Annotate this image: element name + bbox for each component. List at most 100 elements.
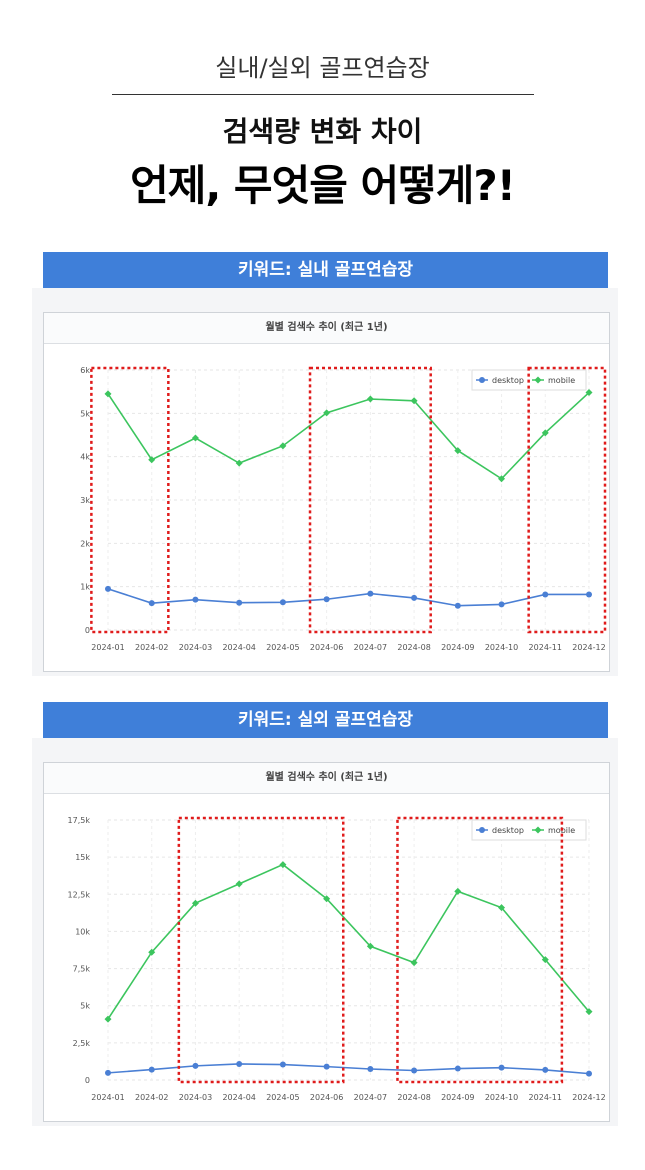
legend-label-desktop: desktop xyxy=(492,376,524,385)
data-point-desktop xyxy=(454,602,461,609)
data-point-desktop xyxy=(236,1060,243,1067)
y-tick-label: 6k xyxy=(80,366,90,375)
x-tick-label: 2024-11 xyxy=(529,1093,562,1102)
data-point-mobile xyxy=(323,895,331,903)
data-point-mobile xyxy=(366,942,374,950)
headline-title: 언제, 무엇을 어떻게?! xyxy=(130,161,516,210)
x-tick-label: 2024-02 xyxy=(135,1093,168,1102)
data-point-mobile xyxy=(454,887,462,895)
legend-marker-desktop xyxy=(479,827,485,833)
chart-card-indoor: 월별 검색수 추이 (최근 1년) 0 1k 2k 3k 4k 5k 6k 2024-01 20… xyxy=(43,312,610,672)
x-tick-label: 2024-07 xyxy=(354,643,387,652)
data-point-desktop xyxy=(148,1066,155,1073)
y-tick-label: 2k xyxy=(80,539,90,548)
x-tick-label: 2024-03 xyxy=(179,643,212,652)
legend-label-mobile: mobile xyxy=(548,376,575,385)
y-tick-label: 2,5k xyxy=(73,1039,91,1048)
data-point-mobile xyxy=(279,861,287,869)
data-point-desktop xyxy=(105,585,111,592)
data-point-desktop xyxy=(498,1064,505,1071)
legend-label-desktop: desktop xyxy=(492,826,524,835)
chart-card-outdoor: 월별 검색수 추이 (최근 1년) 0 2,5k 5k 7,5k 10k 12,5k 15k… xyxy=(43,762,610,1122)
series-line-desktop xyxy=(107,1063,590,1075)
x-tick-label: 2024-11 xyxy=(529,643,562,652)
y-tick-label: 1k xyxy=(80,583,90,592)
data-point-desktop xyxy=(192,596,199,603)
x-tick-label: 2024-06 xyxy=(310,643,343,652)
data-point-desktop xyxy=(411,594,418,601)
data-point-mobile xyxy=(148,948,156,956)
y-tick-label: 3k xyxy=(80,496,90,505)
legend-marker-desktop xyxy=(479,377,485,383)
y-tick-label: 5k xyxy=(80,409,90,418)
y-tick-label: 17,5k xyxy=(68,816,91,825)
data-point-desktop xyxy=(148,600,155,607)
highlight-box xyxy=(90,366,170,634)
data-point-mobile xyxy=(541,429,549,437)
y-tick-label: 12,5k xyxy=(68,890,91,899)
x-tick-label: 2024-12 xyxy=(572,1093,605,1102)
x-tick-label: 2024-09 xyxy=(441,643,474,652)
data-point-desktop xyxy=(542,1066,549,1073)
data-point-desktop xyxy=(192,1062,199,1069)
x-tick-label: 2024-04 xyxy=(222,1093,255,1102)
x-tick-label: 2024-12 xyxy=(572,643,605,652)
legend-box xyxy=(471,819,587,841)
x-tick-label: 2024-08 xyxy=(397,1093,430,1102)
x-tick-label: 2024-01 xyxy=(91,1093,124,1102)
chart-title-outdoor: 월별 검색수 추이 (최근 1년) xyxy=(44,763,609,794)
y-tick-label: 0 xyxy=(85,626,90,635)
data-point-mobile xyxy=(585,1008,593,1016)
data-point-mobile xyxy=(410,397,418,405)
data-point-desktop xyxy=(498,601,505,608)
x-tick-label: 2024-05 xyxy=(266,643,299,652)
series-line-mobile xyxy=(107,863,590,1020)
y-tick-label: 15k xyxy=(75,853,90,862)
data-point-mobile xyxy=(104,1015,112,1023)
data-point-desktop xyxy=(586,1070,592,1077)
highlight-box xyxy=(308,366,432,634)
x-tick-label: 2024-03 xyxy=(179,1093,212,1102)
data-point-mobile xyxy=(235,880,243,888)
data-point-mobile xyxy=(191,434,199,442)
data-point-mobile xyxy=(191,899,199,907)
data-point-desktop xyxy=(367,590,374,597)
y-tick-label: 7,5k xyxy=(73,965,91,974)
data-point-desktop xyxy=(105,1069,111,1076)
chart-title-indoor: 월별 검색수 추이 (최근 1년) xyxy=(44,313,609,344)
data-point-desktop xyxy=(279,1061,286,1068)
x-tick-label: 2024-07 xyxy=(354,1093,387,1102)
data-point-mobile xyxy=(541,956,549,964)
data-point-mobile xyxy=(323,409,331,417)
data-point-mobile xyxy=(235,459,243,467)
data-point-desktop xyxy=(542,591,549,598)
legend-marker-mobile xyxy=(534,376,542,384)
data-point-desktop xyxy=(586,591,592,598)
series-line-desktop xyxy=(107,588,589,607)
data-point-mobile xyxy=(366,395,374,403)
y-tick-label: 10k xyxy=(75,927,90,936)
data-point-desktop xyxy=(367,1066,374,1073)
x-tick-label: 2024-08 xyxy=(397,643,430,652)
y-tick-label: 4k xyxy=(80,453,90,462)
data-point-desktop xyxy=(411,1067,418,1074)
header-label: 실내/실외 골프연습장 xyxy=(215,54,430,82)
data-point-desktop xyxy=(323,1063,330,1070)
highlight-box xyxy=(527,366,607,634)
series-line-mobile xyxy=(107,391,590,480)
data-point-desktop xyxy=(323,596,330,603)
keyword-banner-outdoor: 키워드: 실외 골프연습장 xyxy=(43,702,608,738)
data-point-mobile xyxy=(454,447,462,455)
line-chart-indoor: 0 1k 2k 3k 4k 5k 6k 2024-01 2024-02 2024-03 2024-0… xyxy=(80,366,607,652)
data-point-mobile xyxy=(279,442,287,450)
data-point-mobile xyxy=(410,959,418,967)
data-point-mobile xyxy=(148,456,156,464)
data-point-desktop xyxy=(454,1065,461,1072)
x-tick-label: 2024-06 xyxy=(310,1093,343,1102)
headline-subtitle: 검색량 변화 차이 xyxy=(222,115,423,148)
x-tick-label: 2024-10 xyxy=(485,1093,518,1102)
data-point-mobile xyxy=(498,475,506,483)
highlight-box xyxy=(177,816,345,1084)
data-point-mobile xyxy=(585,389,593,397)
y-tick-label: 0 xyxy=(85,1076,90,1085)
